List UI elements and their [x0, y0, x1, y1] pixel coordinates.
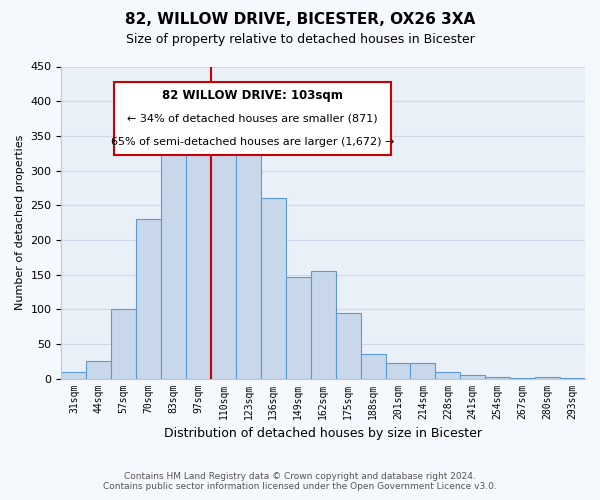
- Bar: [186, 118, 211, 378]
- X-axis label: Distribution of detached houses by size in Bicester: Distribution of detached houses by size …: [164, 427, 482, 440]
- Bar: [311, 271, 335, 378]
- Bar: [485, 377, 510, 378]
- Bar: [211, 118, 236, 378]
- Bar: [436, 372, 460, 378]
- Bar: [386, 364, 410, 378]
- Bar: [111, 309, 136, 378]
- Text: 82 WILLOW DRIVE: 103sqm: 82 WILLOW DRIVE: 103sqm: [162, 89, 343, 102]
- Bar: [460, 375, 485, 378]
- Text: Size of property relative to detached houses in Bicester: Size of property relative to detached ho…: [125, 32, 475, 46]
- Text: ← 34% of detached houses are smaller (871): ← 34% of detached houses are smaller (87…: [127, 114, 378, 124]
- Bar: [161, 126, 186, 378]
- Bar: [286, 276, 311, 378]
- Bar: [61, 372, 86, 378]
- Bar: [261, 198, 286, 378]
- FancyBboxPatch shape: [114, 82, 391, 156]
- Bar: [410, 364, 436, 378]
- Text: 82, WILLOW DRIVE, BICESTER, OX26 3XA: 82, WILLOW DRIVE, BICESTER, OX26 3XA: [125, 12, 475, 28]
- Bar: [361, 354, 386, 378]
- Text: 65% of semi-detached houses are larger (1,672) →: 65% of semi-detached houses are larger (…: [111, 137, 394, 147]
- Text: Contains HM Land Registry data © Crown copyright and database right 2024.
Contai: Contains HM Land Registry data © Crown c…: [103, 472, 497, 491]
- Bar: [86, 361, 111, 378]
- Bar: [335, 312, 361, 378]
- Y-axis label: Number of detached properties: Number of detached properties: [15, 135, 25, 310]
- Bar: [136, 219, 161, 378]
- Bar: [535, 377, 560, 378]
- Bar: [236, 132, 261, 378]
